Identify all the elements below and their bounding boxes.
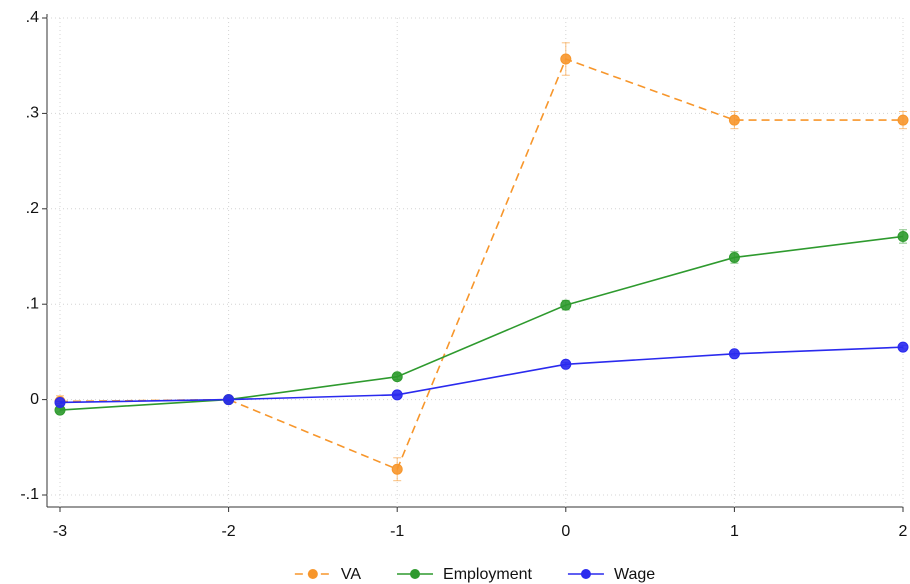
legend-item: Wage bbox=[567, 566, 655, 583]
legend-label: Employment bbox=[443, 566, 532, 583]
legend-item: Employment bbox=[397, 566, 532, 583]
x-tick-label: 0 bbox=[561, 523, 570, 540]
legend-item: VA bbox=[294, 566, 361, 583]
x-tick-label: -1 bbox=[390, 523, 404, 540]
y-tick-label: .1 bbox=[26, 295, 39, 312]
legend-marker bbox=[307, 569, 318, 579]
point bbox=[223, 394, 235, 406]
y-tick-label: .2 bbox=[26, 200, 39, 217]
point bbox=[897, 230, 909, 242]
point bbox=[560, 299, 572, 311]
point bbox=[897, 114, 909, 126]
series-line bbox=[59, 235, 904, 411]
point bbox=[728, 348, 740, 360]
legend-marker bbox=[410, 569, 421, 579]
x-tick-label: 2 bbox=[899, 523, 908, 540]
legend: VA Employment Wage bbox=[294, 566, 655, 583]
point bbox=[728, 251, 740, 263]
y-tick-label: -.1 bbox=[20, 486, 39, 503]
point bbox=[897, 341, 909, 353]
y-tick-label: .3 bbox=[26, 105, 39, 122]
series-line bbox=[59, 58, 903, 471]
x-tick-label: -3 bbox=[53, 523, 67, 540]
series bbox=[54, 42, 909, 482]
x-tick-label: -2 bbox=[221, 523, 235, 540]
point bbox=[560, 358, 572, 370]
legend-marker bbox=[580, 569, 591, 579]
point bbox=[560, 53, 572, 65]
x-tick-label: 1 bbox=[730, 523, 739, 540]
point bbox=[391, 463, 403, 475]
legend-label: VA bbox=[341, 566, 361, 583]
y-tick-label: 0 bbox=[30, 391, 39, 408]
series bbox=[54, 229, 909, 416]
point bbox=[54, 396, 66, 408]
series-line bbox=[59, 346, 904, 404]
point bbox=[728, 114, 740, 126]
series bbox=[54, 341, 909, 408]
point bbox=[391, 389, 403, 401]
point bbox=[391, 371, 403, 383]
y-tick-label: .4 bbox=[26, 9, 39, 26]
legend-label: Wage bbox=[614, 566, 655, 583]
